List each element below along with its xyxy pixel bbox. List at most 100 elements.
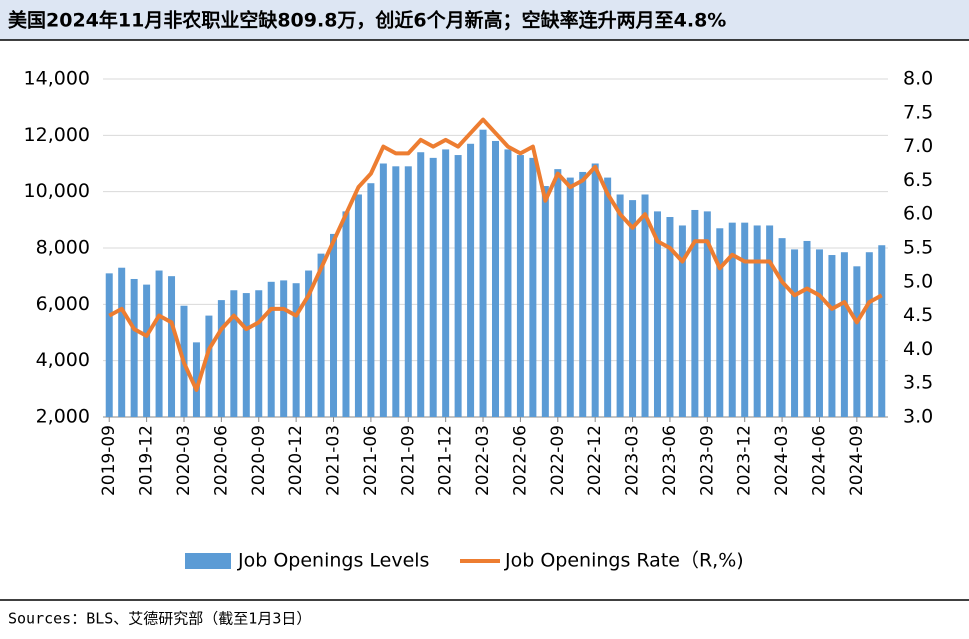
bar <box>566 177 574 417</box>
bar <box>342 211 350 417</box>
x-tick-label: 2024-06 <box>809 425 829 496</box>
bar <box>205 315 213 417</box>
bar <box>516 155 524 418</box>
bar <box>691 209 699 417</box>
bar <box>529 157 537 417</box>
bar <box>629 200 637 417</box>
bar <box>280 280 288 417</box>
bar <box>554 169 562 417</box>
y-tick-label: 14,000 <box>24 68 90 90</box>
x-tick-label: 2023-03 <box>623 425 643 496</box>
bar <box>653 211 661 417</box>
bar <box>155 270 163 417</box>
bar <box>367 183 375 417</box>
x-tick-label: 2020-06 <box>211 425 231 496</box>
bar <box>865 252 873 417</box>
y-tick-label: 6,000 <box>36 293 90 315</box>
x-tick-label: 2020-12 <box>286 425 306 496</box>
bar <box>853 266 861 417</box>
y-tick-label: 10,000 <box>24 180 90 202</box>
x-tick-label: 2022-12 <box>585 425 605 496</box>
x-tick-label: 2021-03 <box>324 425 344 496</box>
x-tick-label: 2024-03 <box>772 425 792 496</box>
x-tick-label: 2022-06 <box>510 425 530 496</box>
bar <box>778 238 786 417</box>
bar <box>579 171 587 417</box>
bar <box>130 278 138 417</box>
bar <box>616 194 624 417</box>
y2-tick-label: 8.0 <box>903 68 933 90</box>
x-tick-label: 2023-12 <box>735 425 755 496</box>
x-tick-label: 2023-09 <box>697 425 717 496</box>
x-tick-label: 2020-03 <box>174 425 194 496</box>
y-tick-label: 12,000 <box>24 124 90 146</box>
bar <box>255 290 263 417</box>
y-tick-label: 8,000 <box>36 237 90 259</box>
bar <box>442 149 450 417</box>
bar <box>753 225 761 417</box>
x-tick-label: 2022-09 <box>548 425 568 496</box>
bar <box>417 152 425 417</box>
bar <box>791 249 799 417</box>
y2-tick-label: 6.0 <box>903 203 933 225</box>
x-tick-label: 2021-12 <box>436 425 456 496</box>
bar <box>143 284 151 417</box>
bar <box>454 155 462 418</box>
bar <box>678 225 686 417</box>
source: Sources：BLS、艾德研究部（截至1月3日） <box>8 610 311 628</box>
bar <box>168 276 176 417</box>
bar <box>604 177 612 417</box>
y2-tick-label: 7.5 <box>903 101 933 123</box>
legend-swatch <box>185 553 231 569</box>
bar <box>641 194 649 417</box>
y2-tick-label: 5.0 <box>903 270 933 292</box>
y-tick-label: 4,000 <box>36 349 90 371</box>
y2-tick-label: 3.5 <box>903 372 933 394</box>
bar <box>392 166 400 417</box>
bar <box>217 300 225 417</box>
bar <box>105 273 113 417</box>
legend-label: Job Openings Levels <box>237 550 429 572</box>
bar <box>828 255 836 417</box>
bar <box>118 267 126 417</box>
bar <box>230 290 238 417</box>
y2-tick-label: 4.0 <box>903 338 933 360</box>
bar <box>840 252 848 417</box>
chart-title: 美国2024年11月非农职业空缺809.8万，创近6个月新高；空缺率连升两月至4… <box>8 9 726 32</box>
bar <box>317 253 325 417</box>
y2-tick-label: 5.5 <box>903 237 933 259</box>
bar <box>192 342 200 417</box>
bar <box>492 140 499 417</box>
y2-tick-label: 4.5 <box>903 304 933 326</box>
bar <box>741 222 749 417</box>
bar <box>467 143 475 418</box>
x-tick-label: 2019-12 <box>137 425 157 496</box>
bar <box>479 129 487 417</box>
bar <box>878 245 886 417</box>
bar <box>766 225 774 417</box>
bar <box>292 283 300 417</box>
bar <box>666 217 674 417</box>
legend-label: Job Openings Rate（R,%) <box>504 550 744 572</box>
bar <box>242 293 250 417</box>
y2-tick-label: 3.0 <box>903 406 933 428</box>
bar <box>703 211 711 417</box>
bar <box>716 228 724 417</box>
x-tick-label: 2019-09 <box>99 425 119 496</box>
title-bar <box>0 0 969 40</box>
bar <box>429 157 437 417</box>
y2-tick-label: 7.0 <box>903 135 933 157</box>
x-tick-label: 2021-06 <box>361 425 381 496</box>
x-tick-label: 2022-03 <box>473 425 493 496</box>
bar <box>305 270 313 417</box>
bar <box>379 163 387 417</box>
bar <box>728 222 736 417</box>
bar <box>591 163 599 417</box>
bar <box>354 194 362 417</box>
y-tick-label: 2,000 <box>36 406 90 428</box>
line <box>108 117 883 392</box>
x-tick-label: 2020-09 <box>249 425 269 496</box>
x-tick-label: 2024-09 <box>847 425 867 496</box>
bar <box>330 233 338 417</box>
